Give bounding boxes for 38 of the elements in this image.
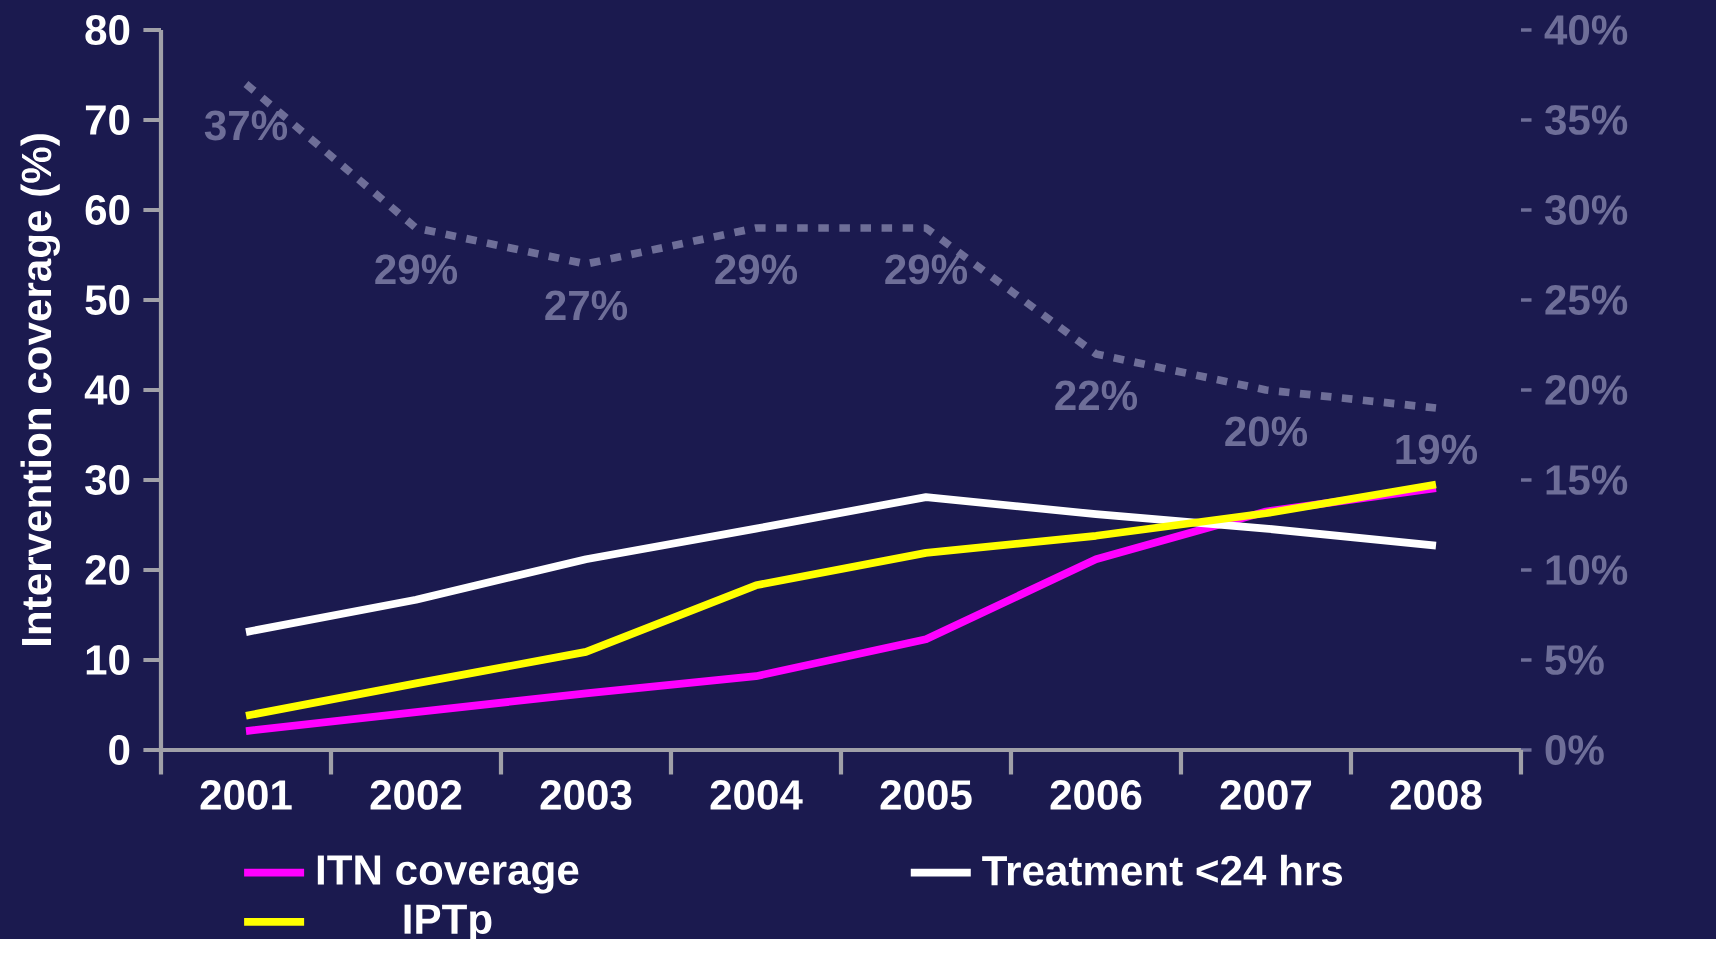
x-tick-label: 2007 — [1220, 780, 1312, 810]
y2-tick-label: 25% — [1545, 285, 1628, 315]
y-tick-label: 0 — [109, 735, 130, 765]
y-tick-label: 80 — [85, 15, 130, 45]
x-tick-label: 2004 — [710, 780, 803, 810]
data-label: 29% — [375, 254, 458, 285]
y2-tick-label: 35% — [1544, 105, 1628, 135]
legend-label: ITN coverage — [317, 855, 579, 894]
data-label: 29% — [715, 254, 798, 285]
y-tick-label: 40 — [84, 375, 130, 405]
y2-tick-label: 10% — [1546, 555, 1628, 585]
x-tick-label: 2001 — [200, 780, 292, 810]
x-tick-label: 2003 — [540, 780, 632, 810]
y2-tick-label: 5% — [1545, 645, 1604, 675]
x-tick-label: 2006 — [1050, 780, 1142, 810]
data-label: 37% — [204, 110, 288, 141]
y2-tick-label: 0% — [1545, 735, 1604, 765]
y-tick-label: 60 — [85, 195, 130, 225]
y2-tick-label: 20% — [1545, 375, 1628, 405]
y-tick-label: 70 — [85, 105, 130, 135]
y-axis-title: Intervention coverage (%) — [20, 134, 60, 645]
x-tick-label: 2002 — [370, 780, 462, 810]
y-tick-label: 10 — [86, 645, 130, 675]
data-label: 27% — [545, 290, 628, 321]
x-tick-label: 2008 — [1390, 780, 1482, 810]
legend-label: IPTp — [404, 904, 492, 943]
y2-tick-label: 40% — [1544, 15, 1628, 45]
y2-tick-label: 15% — [1546, 465, 1628, 495]
data-label: 19% — [1396, 434, 1478, 465]
y-tick-label: 30 — [85, 465, 130, 495]
y-tick-label: 50 — [85, 285, 130, 315]
data-label: 20% — [1225, 416, 1308, 447]
legend-label: Treatment <24 hrs — [982, 854, 1343, 886]
data-label: 22% — [1055, 380, 1138, 411]
y-tick-label: 20 — [85, 555, 130, 585]
y2-tick-label: 30% — [1544, 195, 1628, 225]
data-label: 29% — [885, 254, 968, 285]
x-tick-label: 2005 — [880, 780, 972, 810]
